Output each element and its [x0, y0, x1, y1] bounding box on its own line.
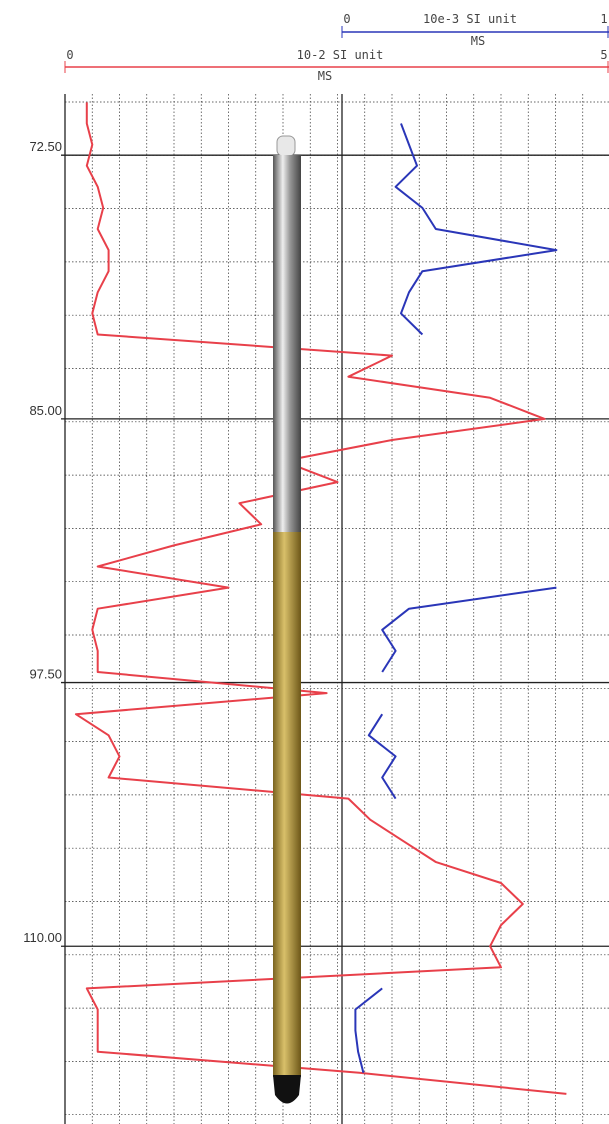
- probe-image: [273, 136, 301, 1104]
- log-curve: [76, 102, 567, 1094]
- scale-title: MS: [471, 34, 485, 48]
- scale-title: MS: [318, 69, 332, 83]
- scale-unit: 10e-3 SI unit: [423, 12, 517, 26]
- grid: [61, 94, 609, 1124]
- scale-tick-label: 1: [600, 12, 607, 26]
- curves: [76, 102, 567, 1094]
- chart: 0 5 10-2 SI unit MS 0 1 10e-3 SI unit MS 72.50 8…: [0, 0, 609, 1124]
- scale-tick-label: 5: [600, 48, 607, 62]
- y-tick-label: 110.00: [23, 930, 62, 945]
- scale-tick-label: 0: [66, 48, 73, 62]
- scale-tick-label: 0: [343, 12, 350, 26]
- log-curve: [355, 124, 556, 1073]
- y-tick-label: 85.00: [29, 403, 62, 418]
- y-tick-label: 72.50: [29, 139, 62, 154]
- header: 0 5 10-2 SI unit MS 0 1 10e-3 SI unit MS: [65, 12, 609, 83]
- y-tick-label: 97.50: [29, 667, 62, 682]
- scale-unit: 10-2 SI unit: [297, 48, 384, 62]
